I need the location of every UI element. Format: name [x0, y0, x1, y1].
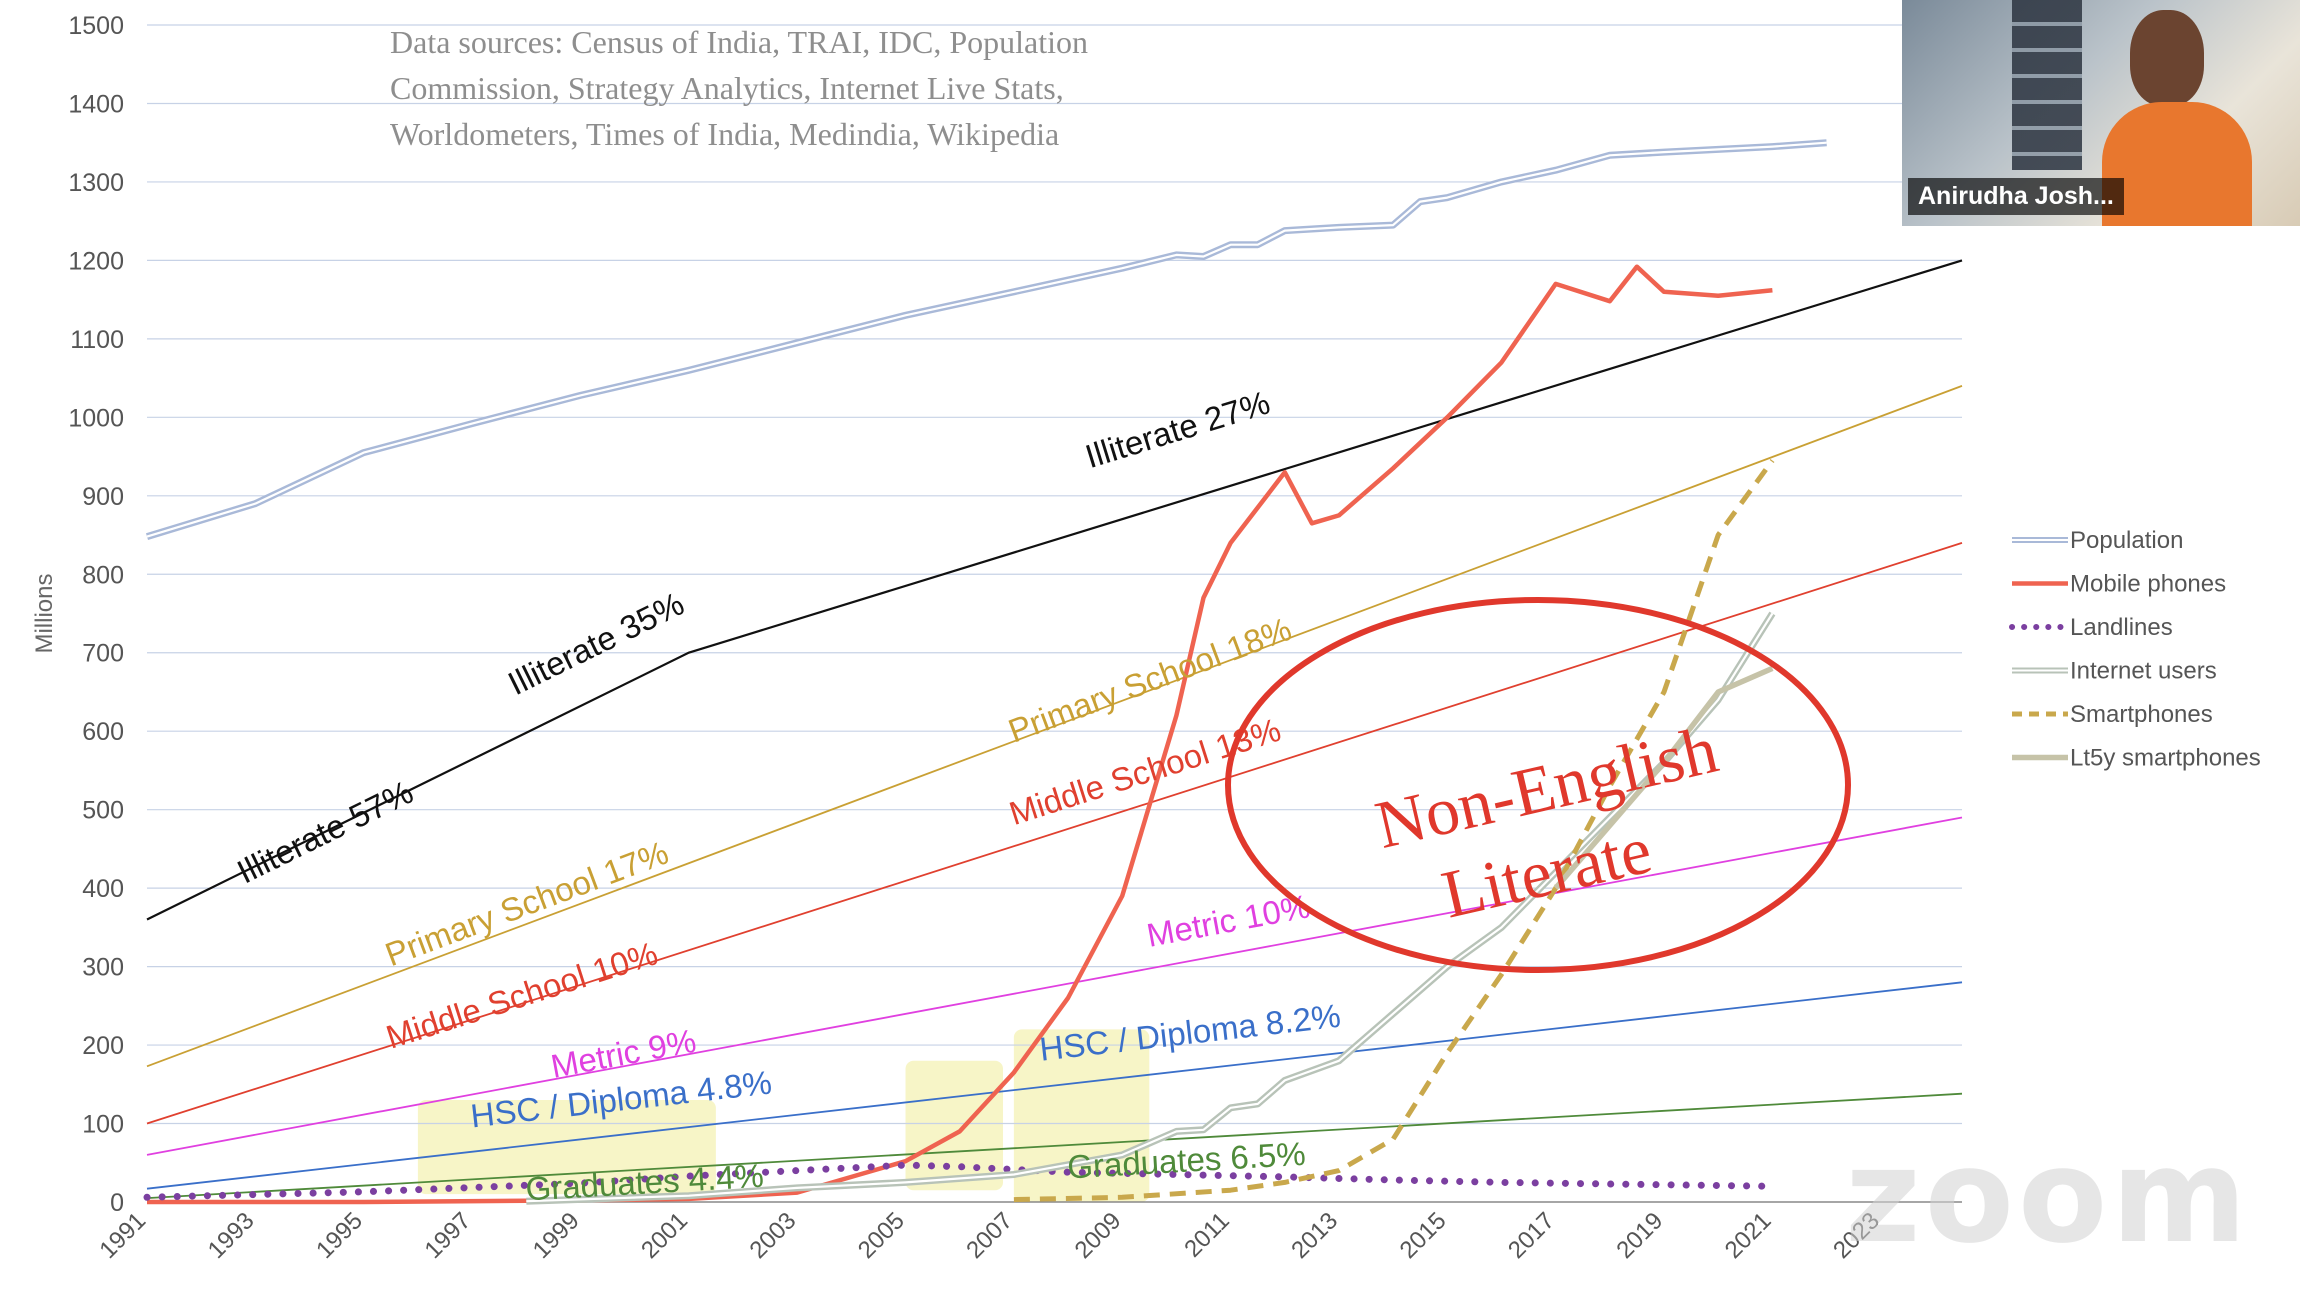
- y-tick-label: 1400: [68, 90, 124, 118]
- education-line-graduates: [146, 1092, 1963, 1199]
- participant-name-label: Anirudha Josh...: [1908, 178, 2124, 215]
- sources-line: Commission, Strategy Analytics, Internet…: [390, 70, 1064, 106]
- data-sources-text: Data sources: Census of India, TRAI, IDC…: [390, 24, 1088, 152]
- education-label: Illiterate 27%: [1081, 383, 1274, 475]
- education-line-hsc: [146, 981, 1963, 1190]
- y-tick-label: 1100: [70, 326, 124, 354]
- y-tick-label: 100: [82, 1111, 124, 1139]
- x-tick-label: 2021: [1720, 1207, 1777, 1264]
- x-tick-label: 2015: [1395, 1207, 1452, 1264]
- y-tick-label: 200: [82, 1032, 124, 1060]
- x-tick-label: 2005: [853, 1207, 910, 1264]
- y-tick-label: 900: [82, 483, 124, 511]
- education-line-middle: [146, 542, 1963, 1125]
- legend-label: Lt5y smartphones: [2070, 745, 2261, 772]
- x-axis: 1991 1993 1995 1997 1999 2001 2003 2005 2007 2009…: [94, 1207, 1885, 1264]
- x-tick-label: 1991: [94, 1207, 151, 1264]
- series-line-population: [145, 139, 1827, 540]
- series-line-inner-population: [146, 141, 1827, 538]
- y-tick-label: 500: [82, 797, 124, 825]
- x-tick-label: 2017: [1503, 1207, 1560, 1264]
- y-tick-label: 300: [82, 954, 124, 982]
- x-tick-label: 1999: [528, 1207, 585, 1264]
- x-tick-label: 1993: [203, 1207, 260, 1264]
- x-tick-label: 2013: [1286, 1207, 1343, 1264]
- series-line-landlines: [143, 1161, 1776, 1201]
- y-tick-label: 600: [82, 718, 124, 746]
- y-tick-label: 800: [82, 561, 124, 589]
- y-tick-label: 700: [82, 640, 124, 668]
- education-label: Illiterate 35%: [502, 585, 689, 702]
- participant-video-tile[interactable]: Anirudha Josh...: [1902, 0, 2300, 226]
- legend-label: Population: [2070, 527, 2183, 554]
- sources-line: Data sources: Census of India, TRAI, IDC…: [390, 24, 1088, 60]
- x-tick-label: 2001: [636, 1207, 693, 1264]
- series-line-mobile-phones: [147, 264, 1773, 1205]
- y-tick-label: 1000: [68, 404, 124, 432]
- x-tick-label: 2019: [1611, 1207, 1668, 1264]
- series-line-lt5y-smartphones: [1553, 665, 1774, 890]
- data-series: [143, 139, 1827, 1205]
- annotation-ellipse: [1225, 597, 1851, 973]
- participant-shirt: [2102, 102, 2252, 226]
- y-tick-label: 0: [110, 1189, 124, 1217]
- highlight-box-1: [905, 1060, 1004, 1191]
- education-labels: Illiterate 57% Illiterate 35% Illiterate 2…: [231, 383, 1342, 1207]
- legend-label: Mobile phones: [2070, 571, 2226, 598]
- x-tick-label: 1995: [311, 1207, 368, 1264]
- legend-label: Internet users: [2070, 658, 2217, 685]
- y-tick-label: 1200: [68, 247, 124, 275]
- sources-line: Worldometers, Times of India, Medindia, …: [390, 116, 1059, 152]
- legend-label: Smartphones: [2070, 701, 2213, 728]
- y-axis-label: Millions: [31, 573, 58, 653]
- legend-label: Landlines: [2070, 614, 2173, 641]
- education-line-primary: [146, 385, 1963, 1068]
- legend: Population Mobile phones Landlines Internet…: [2009, 527, 2261, 772]
- y-axis: 0 100 200 300 400 500 600 700 800 900 1000 1100 1200…: [31, 12, 124, 1217]
- participant-head: [2130, 10, 2204, 106]
- education-line-metric: [146, 816, 1963, 1156]
- bookshelf-background: [2012, 0, 2082, 170]
- education-line-illiterate: [146, 259, 1963, 921]
- x-tick-label: 2011: [1179, 1207, 1235, 1263]
- zoom-watermark: zoom: [1845, 1120, 2251, 1272]
- series-line-inner-internet-users: [526, 612, 1774, 1203]
- x-tick-label: 2007: [961, 1207, 1018, 1264]
- y-tick-label: 1500: [68, 12, 124, 40]
- y-tick-label: 1300: [68, 169, 124, 197]
- x-tick-label: 2003: [745, 1207, 802, 1264]
- y-tick-label: 400: [82, 875, 124, 903]
- education-lines: [146, 259, 1963, 1199]
- education-label: Illiterate 57%: [231, 773, 418, 890]
- participant-avatar: [2102, 10, 2252, 226]
- x-tick-label: 1997: [419, 1207, 476, 1264]
- x-tick-label: 2009: [1070, 1207, 1127, 1264]
